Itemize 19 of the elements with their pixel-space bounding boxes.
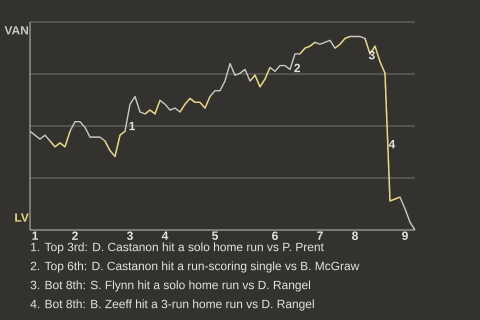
annotation: 1 (129, 122, 136, 130)
x-tick-label: 7 (317, 232, 323, 240)
text: 1. Top 3rd: D. Castanon hit a solo home run vs P. Prent (31, 242, 324, 254)
text: 3. Bot 8th: S. Flynn hit a solo home run vs D. Rangel (30, 280, 310, 292)
x-tick-label: 3 (126, 232, 133, 240)
text: 2. Top 6th: D. Castanon hit a run-scoring single vs B. McGraw (30, 261, 360, 273)
x-tick-label: 1 (32, 232, 38, 240)
annotation: 3 (368, 50, 375, 60)
text: VAN (4, 26, 28, 34)
annotation: 4 (388, 140, 396, 148)
annotation: 2 (294, 64, 300, 72)
text: 4. Bot 8th: B. Zeeff hit a 3-run home run vs D. Rangel (30, 299, 314, 311)
x-tick-label: 6 (272, 232, 278, 240)
text: LV (15, 213, 29, 222)
x-tick-label: 8 (352, 232, 358, 240)
x-tick-label: 5 (212, 232, 218, 240)
x-tick-label: 4 (162, 232, 168, 240)
x-tick-label: 2 (72, 232, 78, 240)
x-tick-label: 9 (402, 232, 408, 240)
